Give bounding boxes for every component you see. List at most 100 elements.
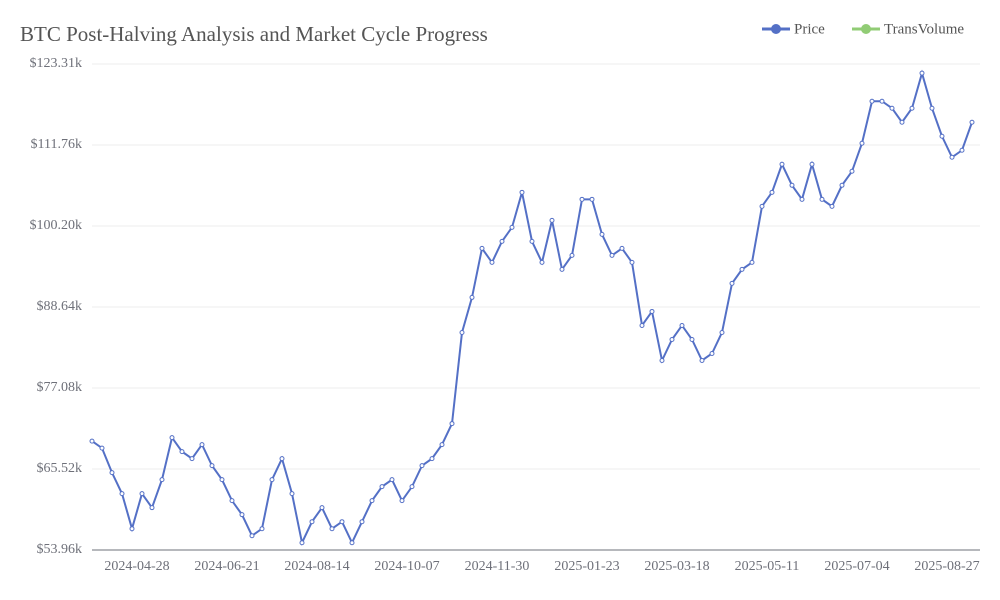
point (729, 280, 735, 286)
point (289, 491, 295, 497)
x-tick-label: 2024-10-07 (374, 559, 439, 574)
point (569, 252, 575, 258)
y-tick-label: $77.08k (37, 380, 83, 395)
point (799, 196, 805, 202)
point (809, 161, 815, 167)
point (149, 505, 155, 511)
legend-label: Price (794, 21, 825, 37)
point (449, 421, 455, 427)
point (479, 245, 485, 251)
point (229, 498, 235, 504)
point (529, 238, 535, 244)
point (949, 154, 955, 160)
point (359, 519, 365, 525)
x-tick-label: 2025-01-23 (554, 559, 619, 574)
point (469, 294, 475, 300)
point (699, 358, 705, 364)
price-line (91, 69, 973, 546)
point (709, 350, 715, 356)
point (409, 484, 415, 490)
point (99, 445, 105, 451)
point (279, 456, 285, 462)
y-tick-label: $65.52k (37, 461, 83, 476)
point (309, 519, 315, 525)
point (129, 526, 135, 532)
point (759, 203, 765, 209)
point (599, 231, 605, 237)
point (209, 463, 215, 469)
point (299, 540, 305, 546)
point (389, 477, 395, 483)
point (969, 119, 975, 125)
point (559, 266, 565, 272)
point (399, 498, 405, 504)
point (169, 435, 175, 441)
point (639, 322, 645, 328)
point (339, 519, 345, 525)
point (319, 505, 325, 511)
point (899, 119, 905, 125)
point (109, 470, 115, 476)
y-tick-label: $88.64k (37, 299, 83, 314)
point (579, 196, 585, 202)
point (249, 533, 255, 539)
point (619, 245, 625, 251)
point (849, 168, 855, 174)
point (269, 477, 275, 483)
point (839, 182, 845, 188)
x-tick-label: 2024-11-30 (465, 559, 530, 574)
point (789, 182, 795, 188)
point (349, 540, 355, 546)
point (199, 442, 205, 448)
point (539, 259, 545, 265)
legend-swatch (861, 24, 871, 34)
x-tick-label: 2024-06-21 (194, 559, 259, 574)
point (159, 477, 165, 483)
point (549, 217, 555, 223)
point (909, 105, 915, 111)
point (219, 477, 225, 483)
point (459, 329, 465, 335)
point (769, 189, 775, 195)
point (929, 105, 935, 111)
point (239, 512, 245, 518)
point (439, 442, 445, 448)
point (939, 133, 945, 139)
point (259, 526, 265, 532)
point (139, 491, 145, 497)
y-tick-label: $111.76k (31, 137, 82, 152)
point (589, 196, 595, 202)
point (519, 189, 525, 195)
point (869, 98, 875, 104)
point (659, 358, 665, 364)
point (959, 147, 965, 153)
point (829, 203, 835, 209)
point (609, 252, 615, 258)
point (89, 438, 95, 444)
x-tick-label: 2024-04-28 (104, 559, 169, 574)
point (179, 449, 185, 455)
point (509, 224, 515, 230)
point (499, 238, 505, 244)
point (629, 259, 635, 265)
legend-swatch (771, 24, 781, 34)
point (719, 329, 725, 335)
point (889, 105, 895, 111)
point (749, 259, 755, 265)
chart-title: BTC Post-Halving Analysis and Market Cyc… (20, 22, 488, 46)
x-tick-label: 2024-08-14 (284, 559, 349, 574)
legend-label: TransVolume (884, 21, 964, 37)
x-tick-label: 2025-05-11 (735, 559, 800, 574)
point (369, 498, 375, 504)
point (189, 456, 195, 462)
point (739, 266, 745, 272)
y-tick-label: $123.31k (30, 56, 83, 71)
point (859, 140, 865, 146)
point (919, 70, 925, 76)
point (679, 322, 685, 328)
y-tick-label: $100.20k (30, 218, 83, 233)
point (489, 259, 495, 265)
point (329, 526, 335, 532)
